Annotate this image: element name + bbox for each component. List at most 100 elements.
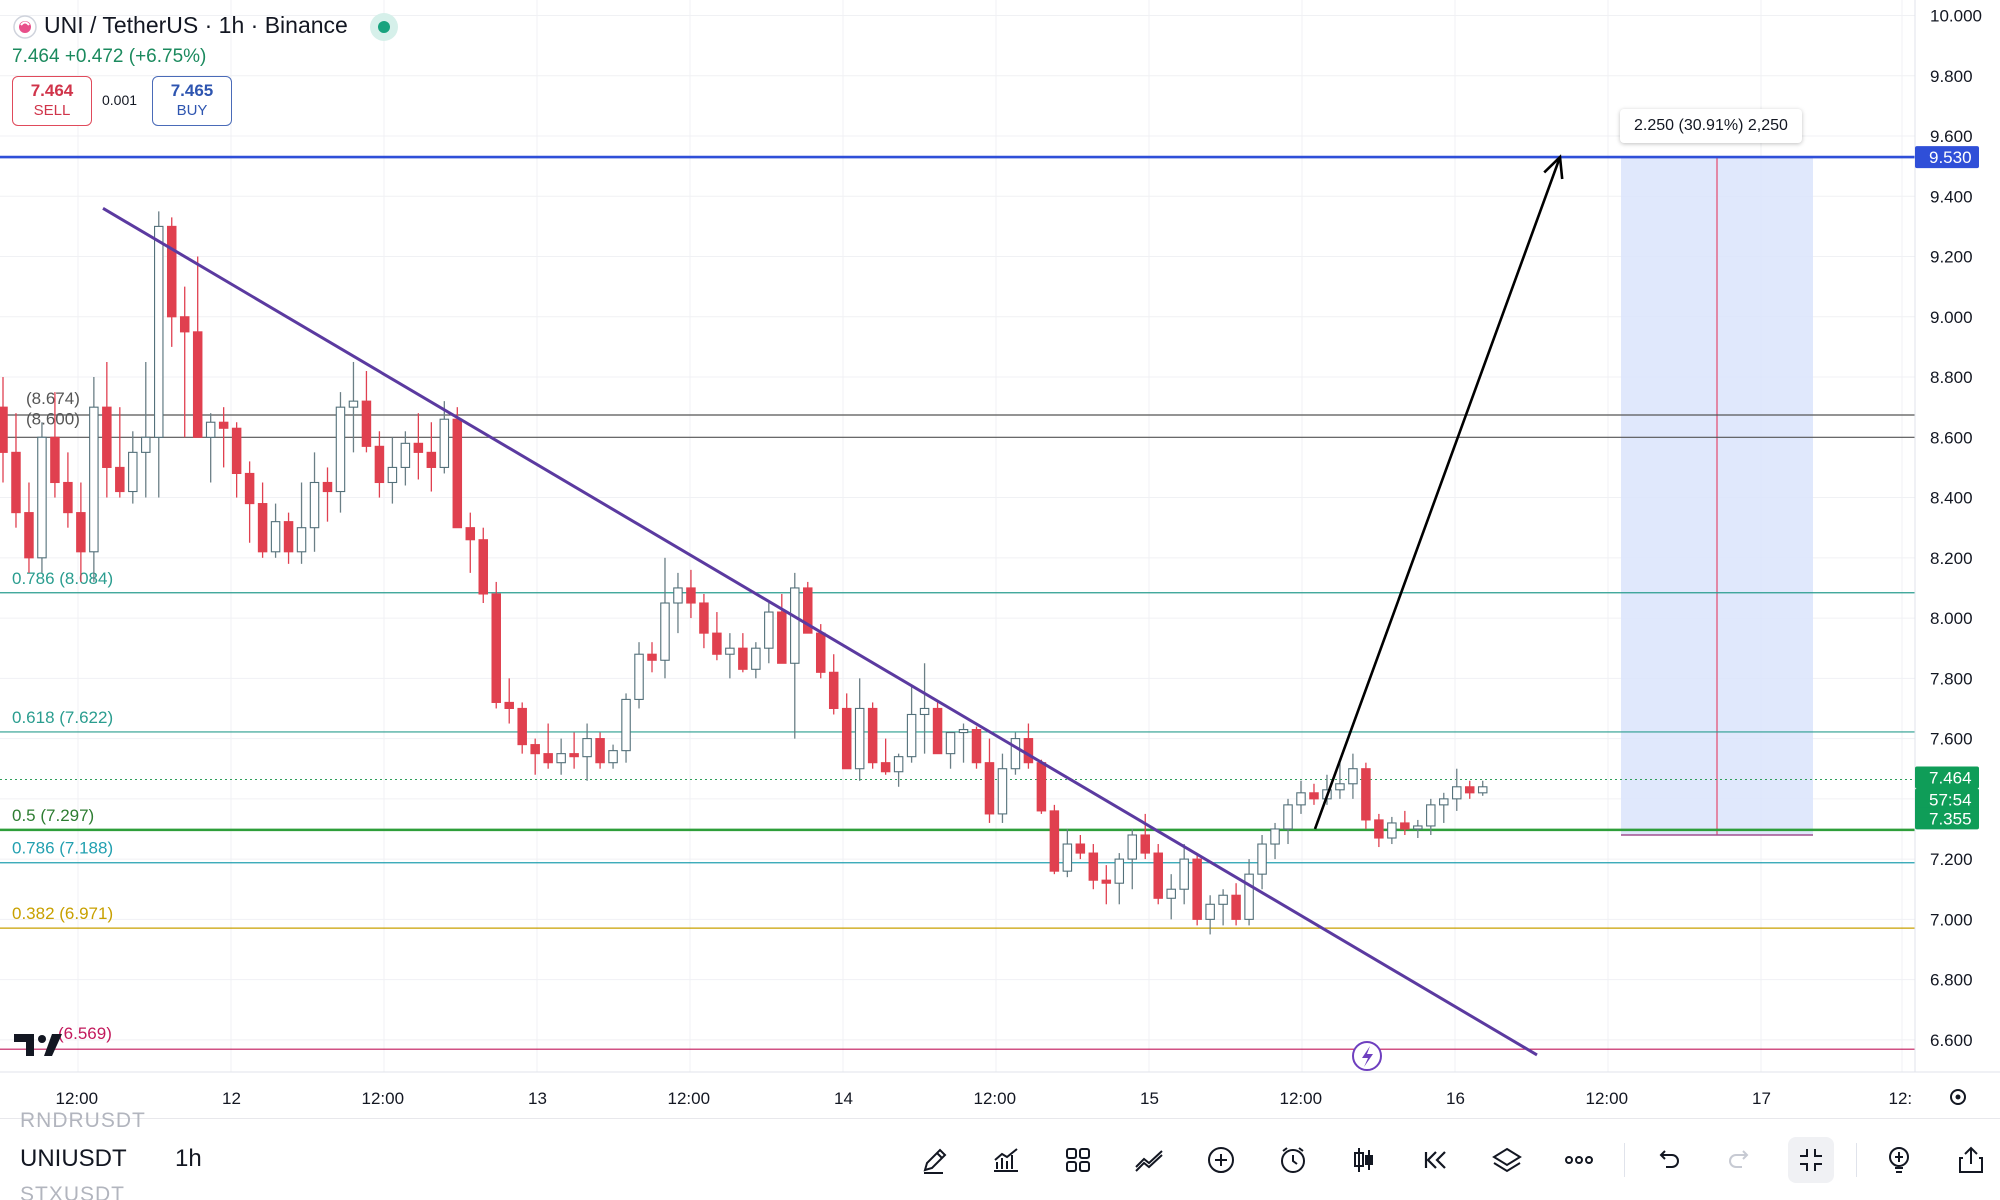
candle[interactable] — [1270, 828, 1280, 845]
candle[interactable] — [1439, 798, 1449, 806]
candle[interactable] — [205, 421, 216, 438]
candle[interactable] — [141, 436, 151, 453]
ideas-button[interactable] — [1876, 1137, 1922, 1183]
candle[interactable] — [1192, 858, 1202, 920]
candle[interactable] — [919, 707, 930, 716]
candle[interactable] — [76, 512, 86, 553]
share-button[interactable] — [1948, 1137, 1994, 1183]
candle[interactable] — [880, 762, 891, 773]
candle[interactable] — [309, 481, 320, 529]
candle[interactable] — [1231, 894, 1241, 920]
candle[interactable] — [63, 481, 73, 514]
target-arrow[interactable] — [1313, 156, 1562, 830]
candle[interactable] — [1400, 822, 1410, 830]
candle[interactable] — [335, 406, 346, 493]
time-axis[interactable] — [0, 1072, 2000, 1118]
replay-button[interactable] — [1413, 1137, 1459, 1183]
candle[interactable] — [387, 466, 398, 484]
candle[interactable] — [1296, 792, 1306, 806]
candle[interactable] — [569, 753, 579, 758]
candle[interactable] — [958, 728, 969, 734]
undo-button[interactable] — [1645, 1137, 1691, 1183]
add-button[interactable] — [1198, 1137, 1244, 1183]
candle[interactable] — [932, 707, 943, 755]
candle[interactable] — [361, 400, 372, 447]
candle[interactable] — [231, 427, 242, 475]
candle[interactable] — [322, 481, 333, 493]
candle[interactable] — [1464, 786, 1475, 794]
candle[interactable] — [128, 451, 138, 493]
candle[interactable] — [1387, 822, 1397, 839]
candle[interactable] — [115, 466, 125, 493]
candle[interactable] — [154, 225, 164, 438]
candle[interactable] — [439, 418, 450, 468]
candle[interactable] — [1426, 804, 1436, 827]
candle[interactable] — [491, 593, 501, 703]
candle[interactable] — [660, 602, 670, 661]
candle[interactable] — [1452, 786, 1462, 800]
symbol-prev[interactable]: RNDRUSDT — [20, 1109, 146, 1132]
candle[interactable] — [1348, 768, 1358, 785]
candle[interactable] — [543, 753, 553, 764]
candle[interactable] — [1101, 879, 1112, 884]
candle[interactable] — [867, 707, 878, 764]
candle[interactable] — [803, 587, 813, 634]
candle[interactable] — [478, 539, 489, 595]
chart-title[interactable]: UNI / TetherUS · 1h · Binance — [44, 12, 348, 38]
candle[interactable] — [1257, 843, 1267, 875]
candle-type-button[interactable] — [1341, 1137, 1387, 1183]
candle[interactable] — [465, 527, 476, 541]
candle[interactable] — [1088, 852, 1099, 881]
more-button[interactable] — [1556, 1137, 1602, 1183]
alert-button[interactable] — [1270, 1137, 1316, 1183]
candle[interactable] — [634, 653, 644, 700]
candle[interactable] — [504, 701, 514, 710]
candle[interactable] — [971, 728, 982, 764]
price-axis[interactable] — [1915, 0, 2000, 1072]
candle[interactable] — [1205, 903, 1215, 920]
symbol-next[interactable]: STXUSDT — [20, 1183, 126, 1200]
candle[interactable] — [1127, 834, 1138, 860]
redo-button[interactable] — [1717, 1137, 1763, 1183]
candle[interactable] — [1335, 783, 1345, 791]
candle[interactable] — [24, 512, 34, 559]
draw-button[interactable] — [1126, 1137, 1172, 1183]
candle[interactable] — [517, 707, 527, 746]
candle[interactable] — [582, 738, 592, 758]
candle[interactable] — [1283, 804, 1293, 830]
candle[interactable] — [257, 503, 268, 553]
candle[interactable] — [1075, 843, 1086, 854]
candle[interactable] — [270, 521, 281, 553]
candle[interactable] — [1023, 738, 1034, 764]
candle[interactable] — [283, 521, 294, 553]
candle[interactable] — [1361, 768, 1371, 821]
candle[interactable] — [218, 421, 229, 429]
fullscreen-exit-button[interactable] — [1788, 1137, 1834, 1183]
candle[interactable] — [530, 744, 540, 755]
candle[interactable] — [102, 406, 112, 468]
timeframe-button[interactable]: 1h — [175, 1145, 202, 1172]
candle[interactable] — [828, 671, 839, 710]
candle[interactable] — [1140, 834, 1150, 854]
candle[interactable] — [1036, 762, 1047, 812]
buy-button[interactable]: 7.465 BUY — [152, 76, 232, 126]
candle[interactable] — [426, 451, 437, 468]
candle[interactable] — [1309, 792, 1319, 800]
candle[interactable] — [296, 527, 307, 553]
candle[interactable] — [556, 753, 566, 764]
candle[interactable] — [244, 472, 255, 505]
indicators-button[interactable] — [983, 1137, 1029, 1183]
candle[interactable] — [764, 611, 774, 649]
candle[interactable] — [1166, 888, 1176, 899]
candle[interactable] — [738, 647, 748, 670]
candle[interactable] — [192, 331, 203, 438]
candle[interactable] — [841, 707, 852, 770]
candle[interactable] — [906, 713, 917, 758]
candle[interactable] — [11, 451, 21, 514]
pen-button[interactable] — [912, 1137, 958, 1183]
candle[interactable] — [997, 768, 1008, 815]
candle[interactable] — [166, 225, 177, 318]
candle[interactable] — [1114, 858, 1125, 884]
candle[interactable] — [89, 406, 99, 553]
settings-icon[interactable] — [1950, 1089, 1966, 1105]
